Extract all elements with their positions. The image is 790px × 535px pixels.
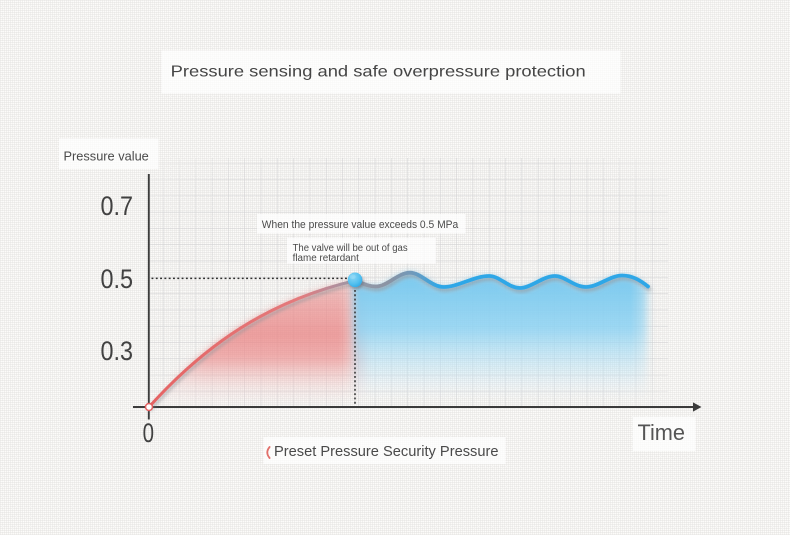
svg-text:flame retardant: flame retardant bbox=[293, 253, 360, 264]
svg-text:Pressure value: Pressure value bbox=[64, 149, 149, 163]
svg-text:0: 0 bbox=[143, 418, 154, 448]
svg-text:When the pressure value exceed: When the pressure value exceeds 0.5 MPa bbox=[262, 219, 459, 231]
svg-text:Preset Pressure Security Press: Preset Pressure Security Pressure bbox=[274, 444, 499, 460]
svg-text:0.5: 0.5 bbox=[101, 264, 134, 294]
svg-text:0.7: 0.7 bbox=[101, 191, 134, 221]
svg-text:The valve will be out of gas: The valve will be out of gas bbox=[293, 243, 408, 254]
svg-text:Pressure sensing and safe over: Pressure sensing and safe overpressure p… bbox=[171, 63, 586, 80]
svg-text:Time: Time bbox=[638, 420, 686, 445]
svg-text:0.3: 0.3 bbox=[101, 336, 134, 366]
